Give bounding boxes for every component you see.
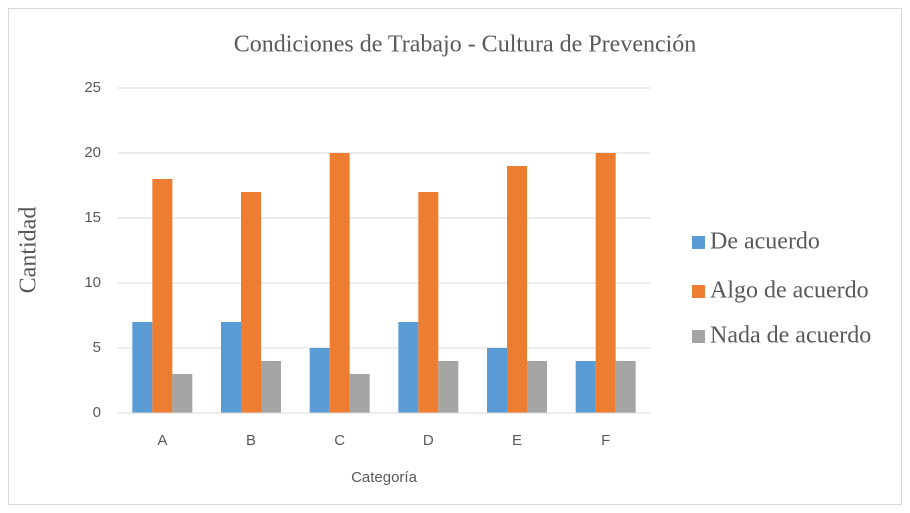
bar [418,192,439,413]
y-tick-label: 20 [84,144,101,161]
x-tick-label: F [601,432,610,449]
bar [172,374,193,413]
chart-title: Condiciones de Trabajo - Cultura de Prev… [234,32,697,58]
bar [487,348,507,413]
bar [575,361,596,413]
legend-label: Nada de acuerdo [710,323,871,349]
bar [152,179,173,413]
y-tick-label: 15 [84,209,101,226]
bar [438,361,459,413]
x-tick-label: D [423,432,434,449]
x-tick-label: E [512,432,522,449]
bar [329,153,350,413]
legend-label: De acuerdo [710,229,820,255]
chart-border [8,8,902,505]
bar [261,361,281,413]
bar [398,322,419,413]
y-tick-label: 5 [93,339,101,356]
legend-swatch [692,285,705,298]
bar [309,348,330,413]
x-tick-label: B [246,432,256,449]
y-tick-label: 10 [84,274,101,291]
legend-swatch [692,236,705,249]
x-axis-label: Categoría [351,469,418,486]
legend-swatch [692,330,705,343]
bar [349,374,370,413]
bar [221,322,241,413]
x-tick-label: C [334,432,345,449]
y-tick-label: 25 [84,79,101,96]
bar [615,361,636,413]
bar [507,166,527,413]
y-axis-label: Cantidad [16,207,42,294]
bar [527,361,547,413]
y-tick-label: 0 [93,404,101,421]
bar [595,153,616,413]
x-tick-label: A [157,432,167,449]
bar [241,192,261,413]
bar [132,322,153,413]
legend-label: Algo de acuerdo [710,278,869,304]
